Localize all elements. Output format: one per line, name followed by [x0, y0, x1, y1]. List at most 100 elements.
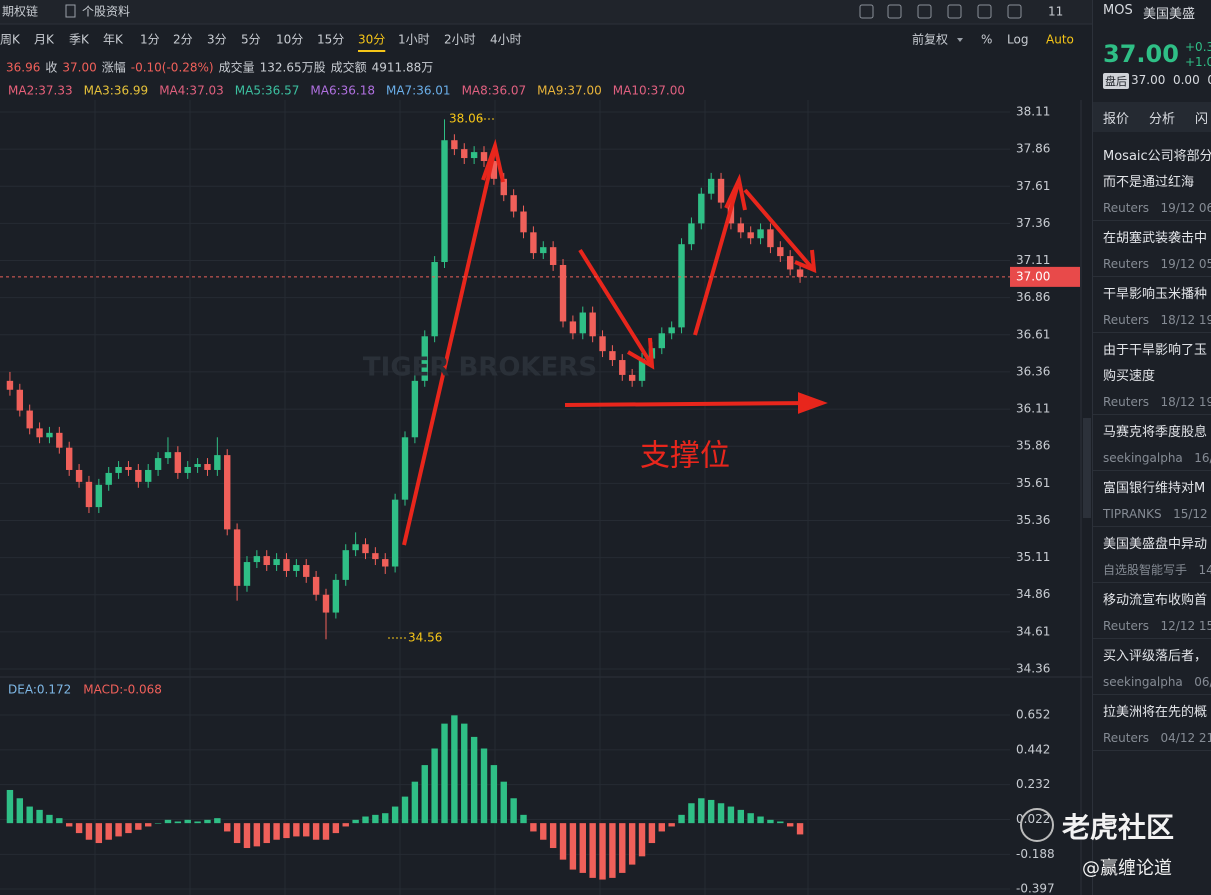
- candle-body: [688, 223, 695, 245]
- candle-body: [678, 244, 685, 328]
- annotation: 支撑位: [640, 439, 730, 474]
- period-tab[interactable]: 4小时: [490, 33, 522, 47]
- ma-value: MA6:36.18: [310, 84, 375, 98]
- news-item[interactable]: 由于干旱影响了玉 购买速度 Reuters 18/12 19:: [1093, 334, 1211, 415]
- macd-bar: [747, 813, 754, 824]
- y-tick-label: 37.61: [1016, 179, 1050, 193]
- period-tab[interactable]: 年K: [103, 33, 124, 47]
- news-title: 购买速度: [1103, 369, 1156, 384]
- side-tab[interactable]: 闪: [1195, 112, 1209, 127]
- period-tab[interactable]: 15分: [317, 33, 344, 47]
- news-item[interactable]: 美国美盛盘中异动 自选股智能写手 14: [1093, 528, 1211, 583]
- macd-bar: [46, 814, 53, 824]
- change-pct: +1.0: [1185, 55, 1211, 69]
- tool-icon[interactable]: [947, 4, 962, 19]
- macd-bar: [648, 823, 656, 844]
- tool-icon[interactable]: [859, 4, 874, 19]
- candle-body: [461, 149, 468, 159]
- macd-bar: [322, 823, 330, 840]
- candle-body: [204, 464, 211, 470]
- quote-item: 36.96: [6, 61, 40, 75]
- candle-body: [411, 380, 419, 438]
- news-meta: Reuters 18/12 19:: [1103, 395, 1211, 409]
- candle-body: [342, 550, 349, 580]
- arrow: [564, 401, 816, 407]
- period-tab[interactable]: 1小时: [398, 33, 430, 47]
- tool-icon[interactable]: [887, 4, 902, 19]
- page-selector[interactable]: 11: [1048, 5, 1063, 19]
- candle-body: [145, 469, 152, 482]
- period-tab[interactable]: 2小时: [444, 33, 476, 47]
- candle-body: [698, 193, 705, 224]
- y-tick-label: 35.11: [1016, 550, 1050, 564]
- news-meta: Reuters 18/12 19:: [1103, 313, 1211, 327]
- macd-bar: [540, 823, 547, 840]
- candle-body: [520, 211, 527, 233]
- macd-bar: [233, 823, 241, 844]
- candle-body: [451, 140, 458, 150]
- candle-body: [154, 458, 162, 470]
- change: +0.3: [1185, 40, 1211, 54]
- candle-body: [174, 452, 182, 473]
- collapse-handle[interactable]: [1083, 418, 1091, 518]
- period-tab[interactable]: 周K: [0, 33, 21, 47]
- macd-bar: [352, 819, 359, 824]
- after-badge: 盘后: [1103, 73, 1129, 89]
- ma-value: MA7:36.01: [386, 84, 451, 98]
- news-item[interactable]: Mosaic公司将部分 而不是通过红海 Reuters 19/12 06:: [1093, 140, 1211, 221]
- side-tab[interactable]: 报价: [1103, 112, 1130, 127]
- period-tab[interactable]: 季K: [69, 33, 90, 47]
- period-tab[interactable]: 1分: [140, 33, 160, 47]
- candle-body: [26, 410, 33, 429]
- news-item[interactable]: 买入评级落后者， seekingalpha 06/1: [1093, 640, 1211, 695]
- news-item[interactable]: 拉美洲将在先的概 Reuters 04/12 21:: [1093, 696, 1211, 751]
- candle-body: [95, 484, 103, 508]
- y-tick-label: 37.11: [1016, 253, 1050, 267]
- tab[interactable]: 期权链: [2, 4, 38, 19]
- ma-value: MA8:36.07: [462, 84, 527, 98]
- tool-icon[interactable]: [917, 4, 932, 19]
- candle-body: [303, 565, 310, 577]
- macd-bar: [786, 823, 794, 827]
- news-item[interactable]: 干旱影响玉米播种 Reuters 18/12 19:: [1093, 278, 1211, 333]
- macd-bar: [184, 819, 191, 824]
- period-tab[interactable]: 30分: [358, 33, 385, 47]
- period-tab[interactable]: 2分: [173, 33, 193, 47]
- news-title: 在胡塞武装袭击中: [1103, 231, 1208, 246]
- macd-bar: [480, 748, 488, 824]
- period-tab[interactable]: 10分: [276, 33, 303, 47]
- tab[interactable]: 个股资料: [82, 5, 130, 19]
- news-meta: seekingalpha 06/1: [1103, 675, 1211, 689]
- macd-bar: [224, 823, 231, 832]
- news-item[interactable]: 在胡塞武装袭击中 Reuters 19/12 05:: [1093, 222, 1211, 277]
- news-item[interactable]: 马赛克将季度股息 seekingalpha 16/1: [1093, 416, 1211, 471]
- y-tick-label: -0.188: [1016, 847, 1055, 861]
- option[interactable]: Auto: [1046, 33, 1074, 47]
- period-tab[interactable]: 月K: [34, 33, 55, 47]
- candle-body: [164, 452, 172, 459]
- candle-body: [243, 562, 251, 586]
- option[interactable]: Log: [1007, 33, 1028, 47]
- news-title: Mosaic公司将部分: [1103, 149, 1211, 164]
- macd-bar: [717, 803, 725, 824]
- side-tab[interactable]: 分析: [1149, 112, 1176, 127]
- macd-bar: [698, 798, 705, 824]
- candle-body: [372, 553, 379, 560]
- option[interactable]: %: [981, 33, 992, 47]
- period-tab[interactable]: 5分: [241, 33, 261, 47]
- y-tick-label: 35.61: [1016, 476, 1050, 490]
- macd-bar: [214, 818, 221, 824]
- candle-body: [125, 466, 132, 470]
- option[interactable]: 前复权: [912, 32, 948, 47]
- quote-item: 成交额: [331, 60, 367, 75]
- news-item[interactable]: 富国银行维持对M TIPRANKS 15/12 2: [1093, 472, 1211, 527]
- tool-icon[interactable]: [977, 4, 992, 19]
- tool-icon[interactable]: [1007, 4, 1022, 19]
- period-tab[interactable]: 3分: [207, 33, 227, 47]
- candle-body: [283, 559, 290, 571]
- candle-body: [658, 333, 665, 349]
- news-item[interactable]: 移动流宣布收购首 Reuters 12/12 15:: [1093, 584, 1211, 639]
- y-tick-label: 34.86: [1016, 587, 1050, 601]
- macd-bar: [421, 765, 428, 824]
